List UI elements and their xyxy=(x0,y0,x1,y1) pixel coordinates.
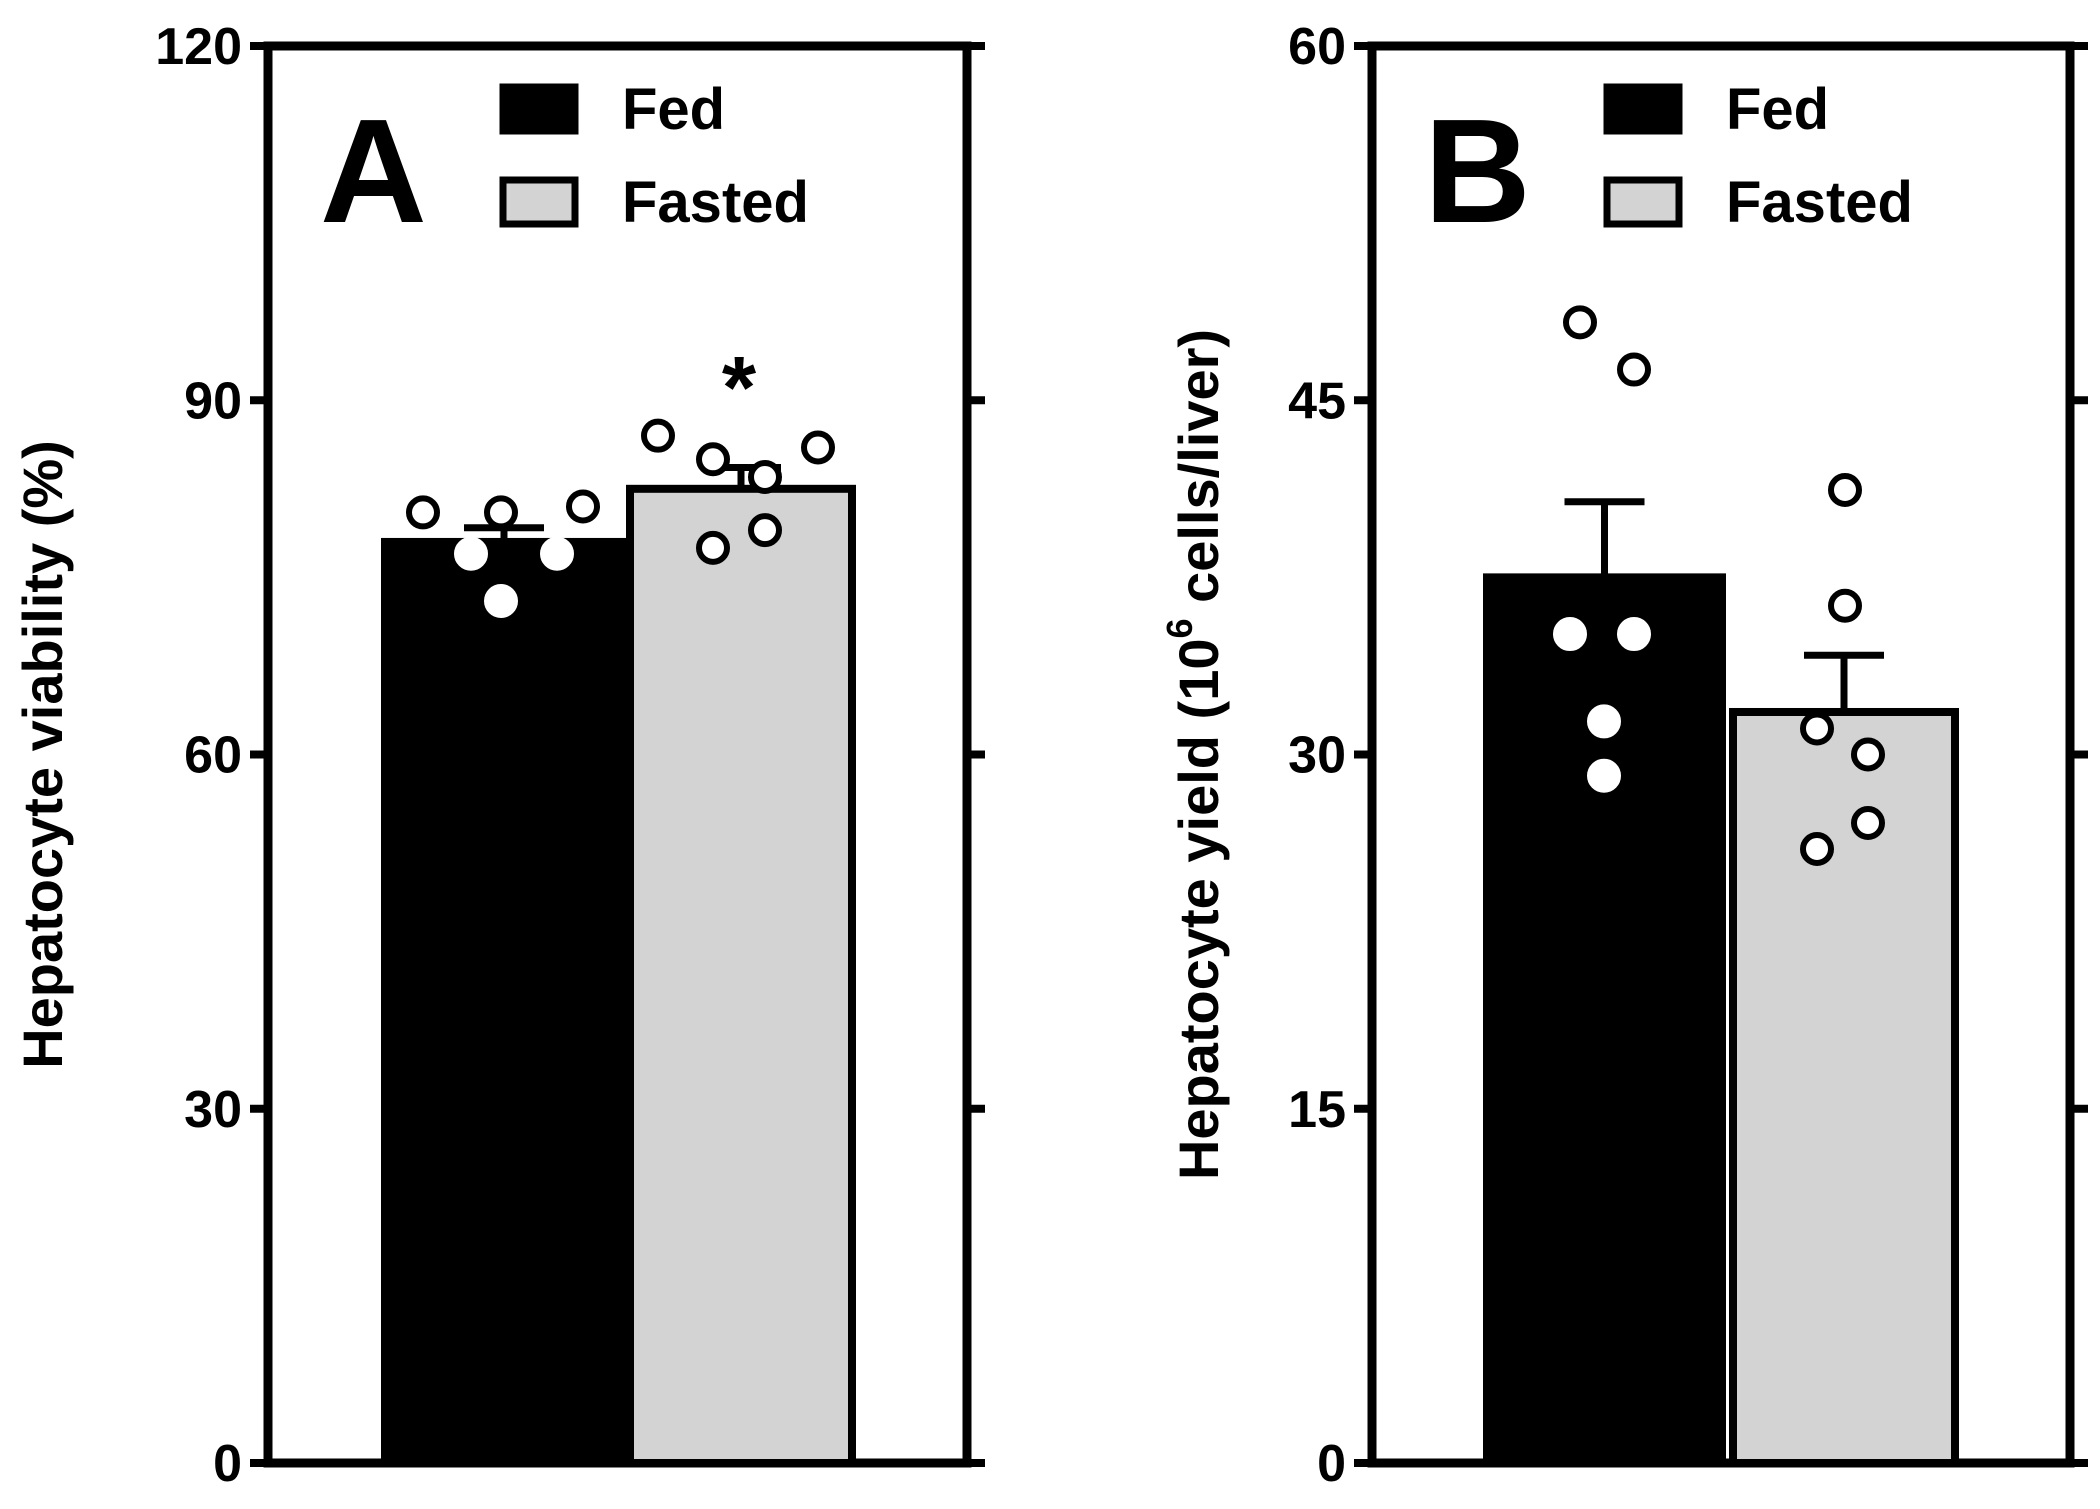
significance-mark: * xyxy=(722,338,757,437)
bar-fed-data-point xyxy=(484,583,518,618)
y-tick-label: 120 xyxy=(155,18,242,76)
y-tick-label: 90 xyxy=(184,372,242,430)
legend-swatch-fasted xyxy=(1603,176,1683,228)
y-tick-label: 0 xyxy=(1317,1435,1346,1493)
y-tick-label: 30 xyxy=(1288,727,1346,785)
bar-fed-data-point xyxy=(1563,305,1597,340)
y-tick-label: 30 xyxy=(184,1081,242,1139)
bar-fasted-data-point xyxy=(1851,737,1885,772)
y-axis-label-superscript: 6 xyxy=(1159,618,1200,638)
bar-fasted-data-point xyxy=(1828,588,1862,623)
legend-label-fed: Fed xyxy=(1726,77,1829,142)
panel-b-chart: 0 15 30 45 60 Hepatocyte yield (106 cells/liv… xyxy=(1159,18,2088,1493)
bar-fed-data-point xyxy=(540,536,574,571)
bar-fed-data-point xyxy=(1617,352,1651,387)
bar-fed-data-point xyxy=(1617,617,1651,652)
y-tick-label: 15 xyxy=(1288,1081,1346,1139)
bar-fasted-data-point xyxy=(1800,711,1834,746)
y-tick-label: 60 xyxy=(1288,18,1346,76)
bar-fasted-data-point xyxy=(801,430,835,465)
y-axis-label: Hepatocyte viability (%) xyxy=(11,440,74,1069)
bar-fed xyxy=(381,537,627,1467)
bar-fasted xyxy=(1729,707,1959,1467)
bar-fasted-data-point xyxy=(696,530,730,565)
bar-fasted xyxy=(626,484,856,1467)
y-axis-label-suffix: cells/liver) xyxy=(1167,329,1230,619)
legend-swatch-fed xyxy=(1603,83,1683,135)
bar-fasted-data-point xyxy=(1851,805,1885,840)
legend-swatch-fasted xyxy=(499,176,579,228)
bar-fasted-data-point xyxy=(748,513,782,548)
y-tick-label: 60 xyxy=(184,727,242,785)
bar-fasted-data-point xyxy=(1800,831,1834,866)
bar-fasted-data-point xyxy=(1828,472,1862,507)
bar-fed-data-point xyxy=(1553,617,1587,652)
bar-fed-data-point xyxy=(484,495,518,530)
y-axis-label-main: Hepatocyte viability (%) xyxy=(11,440,74,1069)
legend-label-fed: Fed xyxy=(622,77,725,142)
panel-a-chart: 0 30 60 90 120 Hepatocyte viability (%) * A Fed F… xyxy=(11,18,985,1493)
y-axis-label: Hepatocyte yield (106 cells/liver) xyxy=(1159,329,1230,1180)
bar-fed-data-point xyxy=(566,489,600,524)
bar-fasted-data-point xyxy=(748,460,782,495)
legend-label-fasted: Fasted xyxy=(622,170,809,235)
bar-fed-data-point xyxy=(1587,758,1621,793)
bar-fed-data-point xyxy=(406,495,440,530)
bar-fasted-data-point xyxy=(696,442,730,477)
y-axis-label-main: Hepatocyte yield (10 xyxy=(1167,639,1230,1181)
y-tick-label: 0 xyxy=(213,1435,242,1493)
panel-label: A xyxy=(320,89,427,254)
legend-label-fasted: Fasted xyxy=(1726,170,1913,235)
bar-fasted-data-point xyxy=(641,418,675,453)
y-tick-label: 45 xyxy=(1288,372,1346,430)
bar-fed-data-point xyxy=(454,536,488,571)
panel-label: B xyxy=(1424,89,1531,254)
legend-swatch-fed xyxy=(499,83,579,135)
bar-fed-data-point xyxy=(1587,704,1621,739)
